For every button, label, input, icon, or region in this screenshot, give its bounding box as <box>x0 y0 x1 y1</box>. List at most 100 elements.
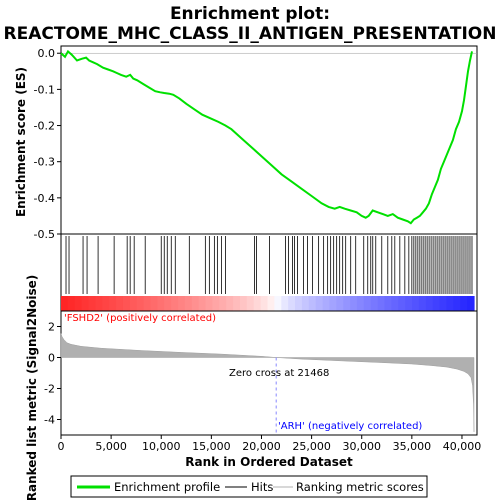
ranking-metric-area <box>60 333 475 432</box>
zero-cross-label: Zero cross at 21468 <box>229 368 329 379</box>
heat-bar-segment <box>191 296 200 311</box>
heat-bar-segment <box>295 296 303 311</box>
heat-bar-segment <box>281 296 289 311</box>
es-panel: 0.0 -0.1 -0.2 -0.3 -0.4 -0.5 Enrichment score… <box>14 45 478 241</box>
es-ytick-label: -0.5 <box>34 228 55 241</box>
chart-subtitle: REACTOME_MHC_CLASS_II_ANTIGEN_PRESENTATI… <box>4 24 497 44</box>
heat-bar-segment <box>425 296 434 311</box>
heat-bar-segment <box>322 296 331 311</box>
heat-bar-segment <box>164 296 172 311</box>
heat-bar-segment <box>363 296 372 311</box>
heat-bar-segment <box>260 296 269 311</box>
x-tick-label: 20,000 <box>242 440 281 453</box>
heat-bar-segment <box>116 296 124 311</box>
heat-bar-segment <box>81 296 90 311</box>
metric-ytick-label: 0 <box>48 352 55 365</box>
heat-bar-segment <box>226 296 234 311</box>
heat-bar-segment <box>288 296 296 311</box>
x-tick-label: 15,000 <box>192 440 231 453</box>
es-ytick-label: -0.4 <box>34 192 55 205</box>
legend-box <box>70 475 428 498</box>
heat-bar-segment <box>178 296 186 311</box>
heat-bar-segment <box>239 296 248 311</box>
heat-bar-segment <box>398 296 406 311</box>
negative-label: 'ARH' (negatively correlated) <box>278 421 422 432</box>
heat-bar-segment <box>233 296 241 311</box>
heat-bar-segment <box>67 296 76 311</box>
x-tick-label: 35,000 <box>393 440 432 453</box>
hits-panel <box>60 233 478 312</box>
heat-bar-segment <box>109 296 117 311</box>
heat-bar-segment <box>412 296 420 311</box>
heat-bar-segment <box>219 296 227 311</box>
x-tick-label: 40,000 <box>443 440 482 453</box>
heat-bar-segment <box>136 296 145 311</box>
heat-bar-segment <box>453 296 461 311</box>
es-ylabel: Enrichment score (ES) <box>14 67 28 217</box>
heat-bar-segment <box>102 296 110 311</box>
heat-bar-segment <box>432 296 441 311</box>
legend-hits-label: Hits <box>251 480 273 494</box>
heat-bar-segment <box>329 296 337 311</box>
heat-bar-segment <box>267 296 275 311</box>
heat-bar-segment <box>467 296 475 311</box>
legend-metric-label: Ranking metric scores <box>296 480 424 494</box>
metric-ylabel: Ranked list metric (Signal2Noise) <box>25 275 39 500</box>
es-ytick-label: -0.1 <box>34 83 55 96</box>
metric-ytick-label: -2 <box>44 383 55 396</box>
heat-bar-segment <box>95 296 103 311</box>
heat-bar-segment <box>212 296 220 311</box>
heat-bar-segment <box>356 296 365 311</box>
es-ytick-label: -0.3 <box>34 156 55 169</box>
heat-bar-segment <box>143 296 152 311</box>
heat-bar-segment <box>129 296 138 311</box>
metric-ytick-label: 2 <box>48 321 55 334</box>
heat-bar-segment <box>405 296 413 311</box>
heat-bar-segment <box>343 296 351 311</box>
heat-bar-segment <box>274 296 282 311</box>
heat-bar-segment <box>122 296 131 311</box>
heat-bar-segment <box>391 296 399 311</box>
heat-bar-segment <box>439 296 448 311</box>
heat-bar-segment <box>171 296 179 311</box>
heat-bar-segment <box>74 296 83 311</box>
x-tick-label: 5,000 <box>95 440 127 453</box>
es-ytick-label: 0.0 <box>38 47 56 60</box>
heat-bar-segment <box>198 296 207 311</box>
heat-bar-segment <box>253 296 262 311</box>
chart-title: Enrichment plot: <box>170 4 330 24</box>
es-ytick-label: -0.2 <box>34 120 55 133</box>
heat-bar-segment <box>150 296 158 311</box>
heat-bar-segment <box>418 296 427 311</box>
heat-bar-segment <box>315 296 324 311</box>
heat-bar-segment <box>370 296 379 311</box>
heat-bar-segment <box>205 296 214 311</box>
enrichment-profile-line <box>60 49 473 225</box>
x-tick-label: 25,000 <box>292 440 331 453</box>
heat-bar-segment <box>350 296 358 311</box>
legend: Enrichment profile Hits Ranking metric s… <box>70 475 428 498</box>
es-panel-frame <box>60 45 478 235</box>
heat-bar-segment <box>184 296 193 311</box>
heat-bar-segment <box>336 296 344 311</box>
x-tick-label: 0 <box>58 440 65 453</box>
heat-bar-segment <box>460 296 468 311</box>
metric-panel: 2 0 -2 -4 0 5,000 10,000 15,000 20,000 25,000 30,… <box>25 275 481 500</box>
x-tick-label: 10,000 <box>142 440 181 453</box>
heat-bar-segment <box>246 296 255 311</box>
x-tick-label: 30,000 <box>342 440 381 453</box>
legend-enrichment-label: Enrichment profile <box>114 480 220 494</box>
metric-panel-frame <box>60 310 478 436</box>
heat-bar-segment <box>157 296 165 311</box>
heat-bar-segment <box>301 296 310 311</box>
heat-bar-segment <box>384 296 392 311</box>
heat-bar-segment <box>88 296 97 311</box>
heat-bar-segment <box>308 296 317 311</box>
positive-label: 'FSHD2' (positively correlated) <box>64 313 216 324</box>
metric-ytick-label: -4 <box>44 414 55 427</box>
heat-bar-segment <box>61 296 69 311</box>
heat-bar-segment <box>446 296 454 311</box>
x-axis-label: Rank in Ordered Dataset <box>185 455 353 469</box>
heat-bar-segment <box>377 296 386 311</box>
